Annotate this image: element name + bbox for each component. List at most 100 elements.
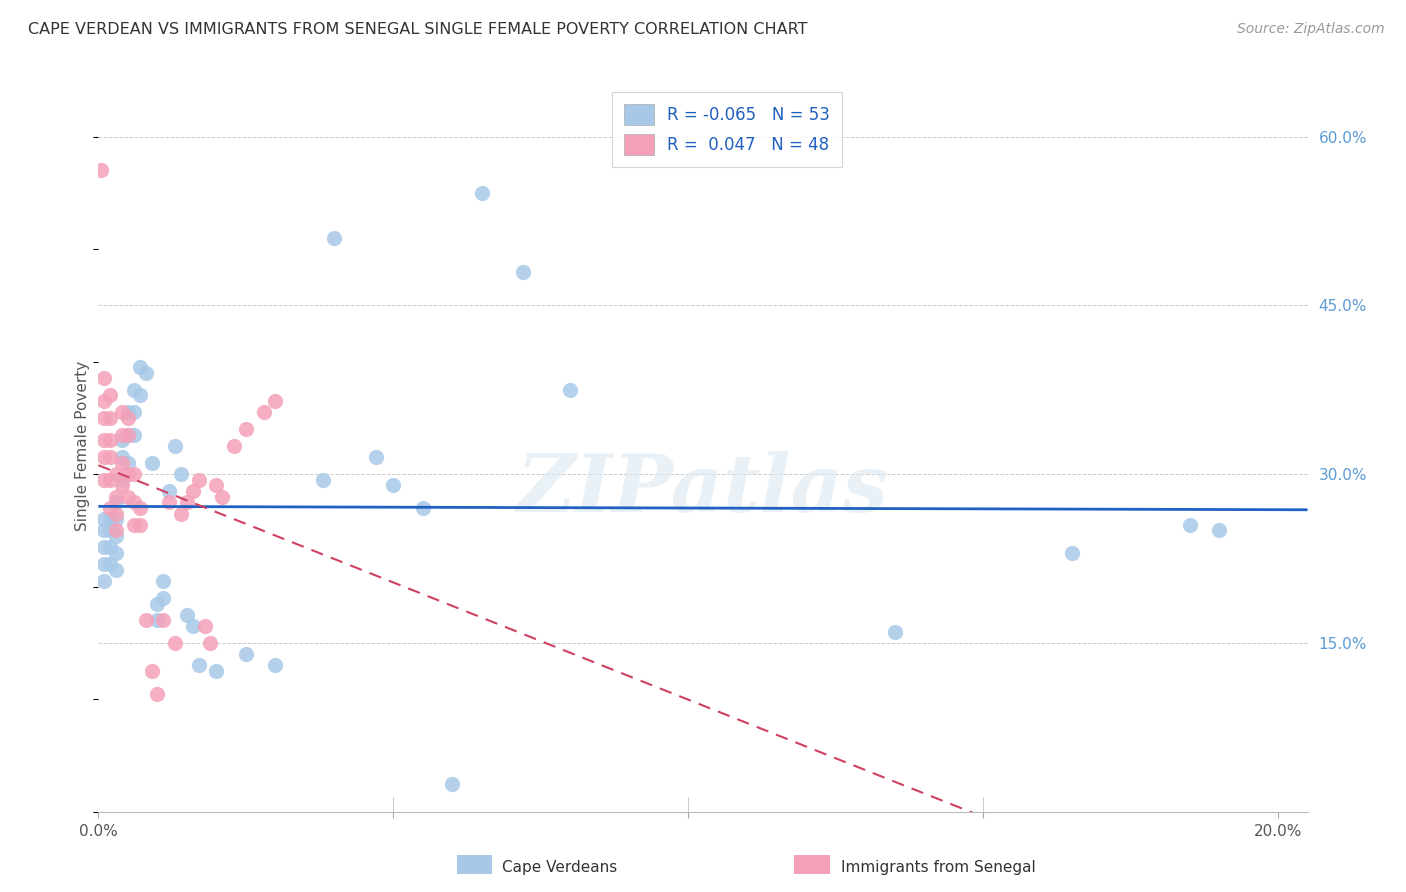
Point	[98, 473, 121, 487]
Point	[93, 450, 115, 465]
Point	[512, 264, 534, 278]
Point	[1060, 546, 1083, 560]
Point	[200, 636, 222, 650]
Point	[105, 467, 128, 482]
Y-axis label: Single Female Poverty: Single Female Poverty	[75, 361, 90, 531]
Point	[105, 512, 128, 526]
Point	[128, 517, 150, 532]
Point	[90, 163, 112, 178]
Point	[93, 557, 115, 571]
Point	[135, 614, 157, 628]
Point	[382, 478, 405, 492]
Point	[311, 473, 333, 487]
Point	[471, 186, 494, 200]
Point	[141, 456, 163, 470]
Point	[146, 597, 169, 611]
Point	[98, 410, 121, 425]
Point	[117, 467, 139, 482]
Point	[93, 434, 115, 448]
Point	[111, 434, 134, 448]
Point	[157, 495, 180, 509]
Point	[187, 658, 209, 673]
Point	[205, 664, 228, 678]
Point	[111, 478, 134, 492]
Point	[264, 394, 287, 409]
Point	[117, 410, 139, 425]
Point	[111, 473, 134, 487]
Point	[111, 405, 134, 419]
Point	[93, 371, 115, 385]
Point	[93, 394, 115, 409]
Point	[93, 473, 115, 487]
Point	[98, 557, 121, 571]
Point	[117, 427, 139, 442]
Point	[235, 647, 257, 661]
Point	[93, 541, 115, 555]
Point	[211, 490, 233, 504]
Point	[122, 427, 145, 442]
Point	[235, 422, 257, 436]
Point	[152, 591, 174, 605]
Point	[93, 512, 115, 526]
Point	[122, 405, 145, 419]
Point	[165, 439, 187, 453]
Point	[117, 405, 139, 419]
Point	[194, 619, 217, 633]
Point	[111, 427, 134, 442]
Point	[98, 434, 121, 448]
Point	[117, 427, 139, 442]
Point	[1208, 524, 1230, 538]
Point	[205, 478, 228, 492]
Point	[128, 388, 150, 402]
Point	[1178, 517, 1201, 532]
Point	[141, 664, 163, 678]
Point	[181, 619, 204, 633]
Point	[165, 636, 187, 650]
Point	[93, 574, 115, 588]
Point	[176, 495, 198, 509]
Text: ZIPatlas: ZIPatlas	[517, 451, 889, 529]
Point	[146, 614, 169, 628]
Point	[105, 495, 128, 509]
Point	[364, 450, 387, 465]
Point	[883, 624, 905, 639]
Point	[441, 776, 464, 790]
Point	[111, 450, 134, 465]
Point	[170, 507, 193, 521]
Point	[152, 574, 174, 588]
Point	[128, 500, 150, 515]
Point	[170, 467, 193, 482]
Point	[105, 546, 128, 560]
Point	[128, 360, 150, 375]
Point	[105, 563, 128, 577]
Point	[122, 467, 145, 482]
Text: Immigrants from Senegal: Immigrants from Senegal	[841, 860, 1036, 874]
Point	[117, 456, 139, 470]
Point	[98, 388, 121, 402]
Point	[146, 687, 169, 701]
Point	[412, 500, 434, 515]
Point	[105, 529, 128, 543]
Point	[98, 541, 121, 555]
Legend: R = -0.065   N = 53, R =  0.047   N = 48: R = -0.065 N = 53, R = 0.047 N = 48	[613, 92, 842, 167]
Point	[264, 658, 287, 673]
Point	[98, 524, 121, 538]
Point	[181, 483, 204, 498]
Point	[105, 507, 128, 521]
Point	[98, 500, 121, 515]
Text: Cape Verdeans: Cape Verdeans	[502, 860, 617, 874]
Point	[122, 495, 145, 509]
Text: CAPE VERDEAN VS IMMIGRANTS FROM SENEGAL SINGLE FEMALE POVERTY CORRELATION CHART: CAPE VERDEAN VS IMMIGRANTS FROM SENEGAL …	[28, 22, 807, 37]
Point	[111, 456, 134, 470]
Point	[252, 405, 274, 419]
Point	[122, 383, 145, 397]
Point	[98, 512, 121, 526]
Point	[560, 383, 582, 397]
Point	[122, 517, 145, 532]
Point	[93, 524, 115, 538]
Point	[135, 366, 157, 380]
Point	[187, 473, 209, 487]
Point	[222, 439, 245, 453]
Text: Source: ZipAtlas.com: Source: ZipAtlas.com	[1237, 22, 1385, 37]
Point	[152, 614, 174, 628]
